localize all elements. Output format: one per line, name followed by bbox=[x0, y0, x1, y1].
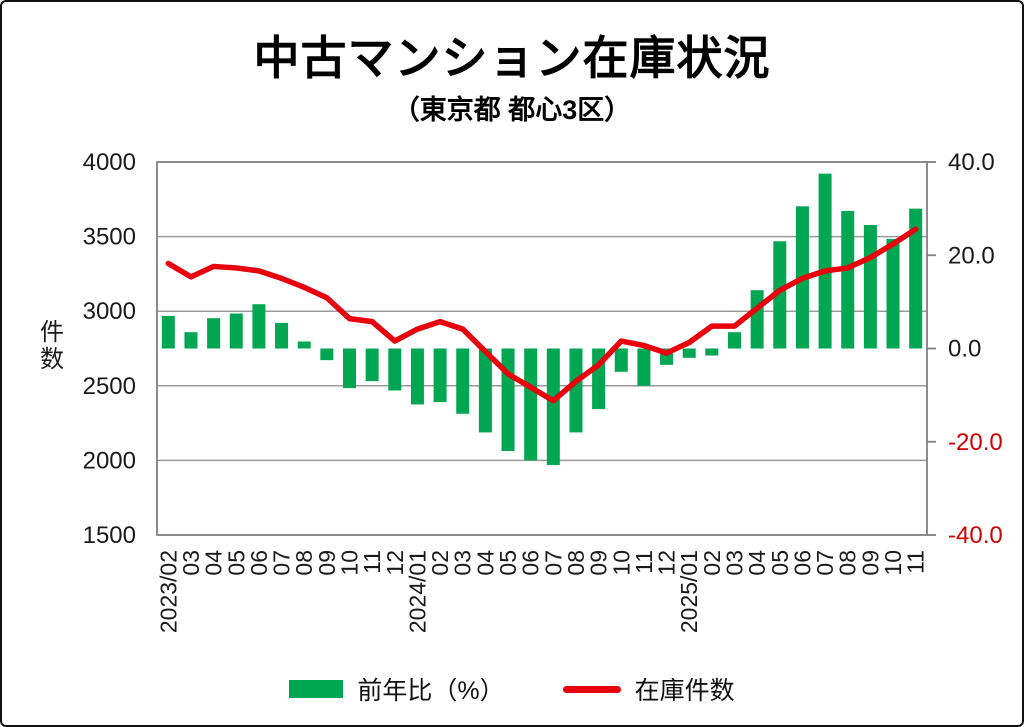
inventory-line bbox=[165, 226, 919, 404]
chart-title: 中古マンション在庫状況 bbox=[253, 32, 771, 84]
left-axis-tick-label: 3000 bbox=[83, 298, 136, 325]
left-axis-tick-label: 2500 bbox=[83, 373, 136, 400]
yoy-bar bbox=[410, 348, 424, 405]
yoy-bar bbox=[773, 241, 787, 349]
left-axis-tick-label: 3500 bbox=[83, 224, 136, 251]
x-axis-label: 07 bbox=[812, 550, 838, 576]
yoy-bar bbox=[297, 341, 311, 349]
x-axis-label: 05 bbox=[223, 550, 249, 576]
x-axis-label: 06 bbox=[246, 550, 272, 576]
legend-line-swatch-icon bbox=[562, 685, 621, 693]
yoy-bar bbox=[501, 348, 515, 452]
yoy-bar bbox=[207, 318, 221, 349]
x-axis-label: 09 bbox=[586, 550, 612, 576]
x-axis-label: 10 bbox=[608, 550, 634, 576]
x-axis-label: 09 bbox=[857, 550, 883, 576]
x-axis-label: 10 bbox=[880, 550, 906, 576]
yoy-bar bbox=[388, 348, 402, 391]
yoy-bar bbox=[614, 348, 628, 372]
plot-border bbox=[156, 161, 928, 536]
x-axis-label: 12 bbox=[382, 550, 408, 576]
yoy-bar bbox=[909, 208, 923, 349]
right-axis-tick-label: -20.0 bbox=[948, 429, 1003, 456]
x-axis-label: 08 bbox=[563, 550, 589, 576]
left-axis-tick-label: 2000 bbox=[83, 447, 136, 474]
legend: 前年比（%） 在庫件数 bbox=[2, 671, 1022, 707]
yoy-bar bbox=[275, 322, 289, 349]
x-axis-label: 05 bbox=[495, 550, 521, 576]
yoy-bar bbox=[637, 348, 651, 386]
x-axis-label: 12 bbox=[654, 550, 680, 576]
yoy-bar bbox=[863, 224, 877, 349]
x-axis-label: 11 bbox=[903, 550, 929, 574]
yoy-bar bbox=[818, 173, 832, 349]
x-axis-label: 03 bbox=[450, 550, 476, 576]
x-axis-label: 08 bbox=[835, 550, 861, 576]
left-axis-tick-label: 4000 bbox=[83, 149, 136, 176]
x-axis-label: 11 bbox=[359, 550, 385, 574]
yoy-bar bbox=[229, 313, 243, 349]
x-axis-label: 04 bbox=[744, 550, 770, 576]
yoy-bar bbox=[886, 238, 900, 349]
yoy-bar bbox=[252, 304, 266, 349]
x-axis-label: 11 bbox=[631, 550, 657, 574]
right-axis-tick-label: 20.0 bbox=[948, 242, 995, 269]
x-axis-label: 06 bbox=[518, 550, 544, 576]
x-axis-label: 2023/02 bbox=[155, 550, 181, 633]
yoy-bar bbox=[184, 332, 198, 349]
x-axis-label: 2024/01 bbox=[404, 550, 430, 633]
yoy-bar bbox=[456, 348, 470, 414]
legend-bar-swatch-icon bbox=[289, 680, 344, 698]
x-axis-label: 03 bbox=[178, 550, 204, 576]
left-axis-tick-label: 1500 bbox=[83, 522, 136, 549]
x-axis-label: 04 bbox=[472, 550, 498, 576]
x-axis-label: 09 bbox=[314, 550, 340, 576]
yoy-bar bbox=[320, 348, 334, 361]
yoy-bar bbox=[365, 348, 379, 382]
yoy-bar bbox=[524, 348, 538, 461]
x-axis-label: 2025/01 bbox=[676, 550, 702, 633]
yoy-bar bbox=[750, 290, 764, 349]
yoy-bar bbox=[569, 348, 583, 433]
x-axis-label: 03 bbox=[722, 550, 748, 576]
x-axis-label: 02 bbox=[427, 550, 453, 576]
x-axis-label: 05 bbox=[767, 550, 793, 576]
right-axis-tick-label: 0.0 bbox=[948, 336, 981, 363]
yoy-bar bbox=[682, 348, 696, 358]
chart-subtitle: （東京都 都心3区） bbox=[392, 95, 632, 125]
yoy-bar bbox=[728, 332, 741, 349]
yoy-bar bbox=[546, 348, 560, 466]
left-axis-title: 件数 bbox=[40, 319, 64, 373]
x-axis-label: 08 bbox=[291, 550, 317, 576]
yoy-bar bbox=[705, 348, 719, 356]
yoy-bar bbox=[343, 348, 356, 389]
yoy-bar bbox=[841, 210, 855, 349]
x-axis-label: 04 bbox=[201, 550, 227, 576]
right-axis-tick-label: -40.0 bbox=[948, 522, 1003, 549]
x-axis-label: 02 bbox=[699, 550, 725, 576]
legend-line-label: 在庫件数 bbox=[634, 677, 735, 705]
x-axis-label: 10 bbox=[337, 550, 363, 576]
yoy-bar bbox=[433, 348, 447, 403]
legend-bar-label: 前年比（%） bbox=[357, 677, 505, 705]
x-axis-label: 07 bbox=[540, 550, 566, 576]
x-axis-label: 07 bbox=[269, 550, 295, 576]
x-axis-label: 06 bbox=[789, 550, 815, 576]
yoy-bar bbox=[478, 348, 492, 433]
yoy-bar bbox=[161, 315, 175, 349]
right-axis-tick-label: 40.0 bbox=[948, 149, 995, 176]
